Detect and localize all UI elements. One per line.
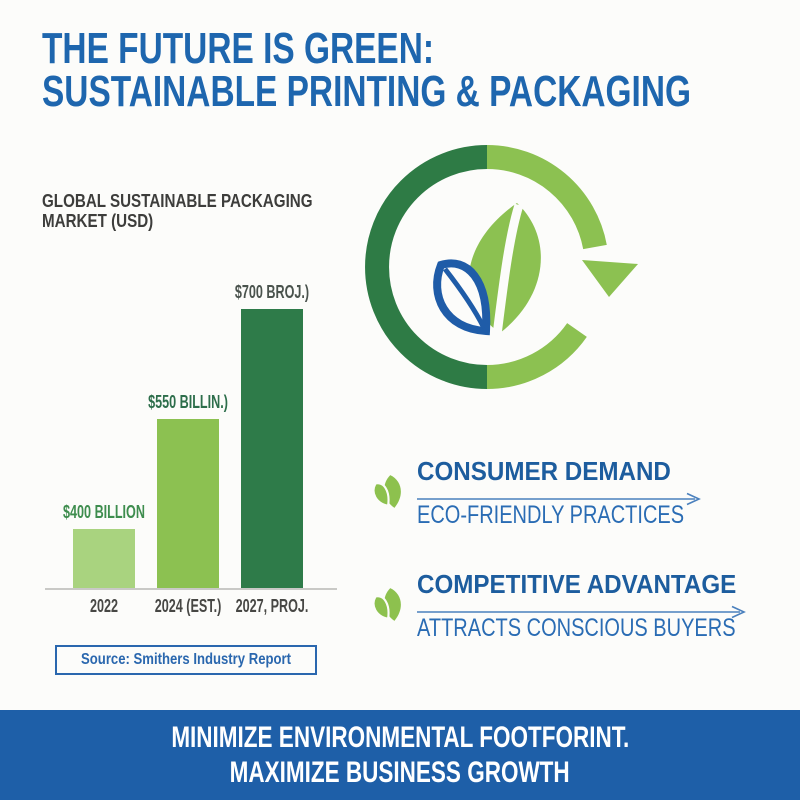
bar: [157, 419, 219, 588]
bar: [73, 529, 135, 588]
benefit-consumer-demand: CONSUMER DEMAND ECO-FRIENDLY PRACTICES: [366, 456, 756, 552]
page-title: THE FUTURE IS GREEN: SUSTAINABLE PRINTIN…: [42, 24, 800, 116]
ring-left-half: [365, 145, 488, 389]
benefit-divider-arrow: [417, 605, 752, 624]
chart-heading-line2: MARKET (USD): [42, 210, 154, 231]
bar-value-label: $400 BILLION: [63, 502, 145, 522]
benefit-subtitle: ECO-FRIENDLY PRACTICES: [417, 501, 685, 529]
bar-value-label: $700 BROJ.): [234, 282, 310, 302]
x-axis-tick-label: 2022: [89, 596, 119, 616]
chart-heading-line1: GLOBAL SUSTAINABLE PACKAGING: [42, 190, 313, 211]
bar-chart-plot: $400 BILLION 2022 $550 BILLIN.) 2024 (EST.)…: [45, 280, 337, 616]
bottom-banner: MINIMIZE ENVIRONMENTAL FOOTFORINT. MAXIM…: [0, 710, 800, 800]
x-axis-line: [45, 588, 337, 590]
arrow-head-icon: [582, 260, 638, 297]
page-title-line1: THE FUTURE IS GREEN:: [42, 24, 435, 73]
bar: [241, 309, 303, 588]
source-text: Source: Smithers Industry Report: [81, 651, 291, 668]
bar-value-label: $550 BILLIN.): [148, 392, 228, 412]
benefit-title: CONSUMER DEMAND: [417, 456, 671, 486]
source-box: Source: Smithers Industry Report: [55, 645, 317, 675]
double-leaf-icon: [367, 473, 405, 516]
blue-leaf-vein: [443, 267, 487, 330]
double-leaf-icon: [367, 586, 405, 629]
x-axis-tick-label: 2024 (EST.): [154, 596, 222, 616]
banner-line2: MAXIMIZE BUSINESS GROWTH: [229, 756, 571, 789]
green-leaf-vein: [492, 203, 524, 336]
benefit-competitive-advantage: COMPETITIVE ADVANTAGE ATTRACTS CONSCIOUS…: [366, 569, 756, 665]
banner-line1: MINIMIZE ENVIRONMENTAL FOOTFORINT.: [171, 721, 629, 754]
benefit-title: COMPETITIVE ADVANTAGE: [417, 569, 737, 599]
right-arrow-icon: [686, 492, 701, 506]
ring-upper-right: [486, 145, 607, 250]
page-title-line2: SUSTAINABLE PRINTING & PACKAGING: [42, 67, 692, 116]
benefit-subtitle: ATTRACTS CONSCIOUS BUYERS: [417, 614, 736, 642]
ring-lower-right: [486, 322, 587, 389]
x-axis-tick-label: 2027, PROJ.: [235, 596, 309, 616]
eco-cycle-arrow-with-leaves-icon: [337, 117, 638, 417]
chart-heading: GLOBAL SUSTAINABLE PACKAGING MARKET (USD…: [42, 191, 372, 231]
right-arrow-icon: [731, 605, 746, 619]
benefit-divider-arrow: [417, 492, 707, 511]
